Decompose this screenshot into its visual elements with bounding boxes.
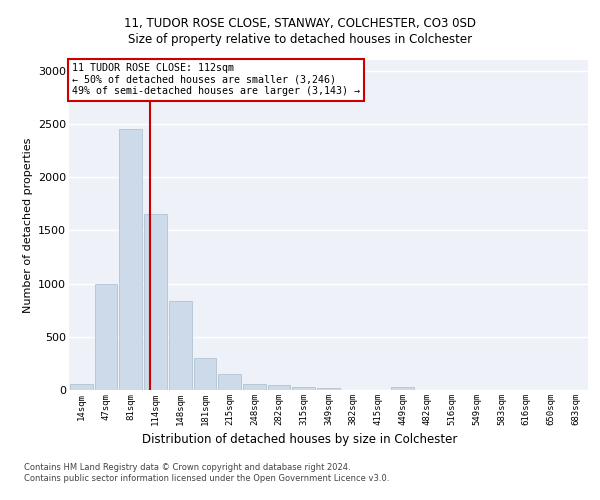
Bar <box>243 384 266 390</box>
Text: 11 TUDOR ROSE CLOSE: 112sqm
← 50% of detached houses are smaller (3,246)
49% of : 11 TUDOR ROSE CLOSE: 112sqm ← 50% of det… <box>71 64 359 96</box>
Bar <box>70 384 93 390</box>
Bar <box>169 300 191 390</box>
Text: 11, TUDOR ROSE CLOSE, STANWAY, COLCHESTER, CO3 0SD: 11, TUDOR ROSE CLOSE, STANWAY, COLCHESTE… <box>124 18 476 30</box>
Bar <box>292 387 315 390</box>
Bar <box>268 385 290 390</box>
Text: Size of property relative to detached houses in Colchester: Size of property relative to detached ho… <box>128 32 472 46</box>
Bar <box>391 387 414 390</box>
Bar <box>218 374 241 390</box>
Text: Distribution of detached houses by size in Colchester: Distribution of detached houses by size … <box>142 432 458 446</box>
Bar <box>194 358 216 390</box>
Bar <box>317 388 340 390</box>
Text: Contains public sector information licensed under the Open Government Licence v3: Contains public sector information licen… <box>24 474 389 483</box>
Bar <box>144 214 167 390</box>
Y-axis label: Number of detached properties: Number of detached properties <box>23 138 32 312</box>
Bar <box>119 129 142 390</box>
Text: Contains HM Land Registry data © Crown copyright and database right 2024.: Contains HM Land Registry data © Crown c… <box>24 462 350 471</box>
Bar <box>95 284 118 390</box>
